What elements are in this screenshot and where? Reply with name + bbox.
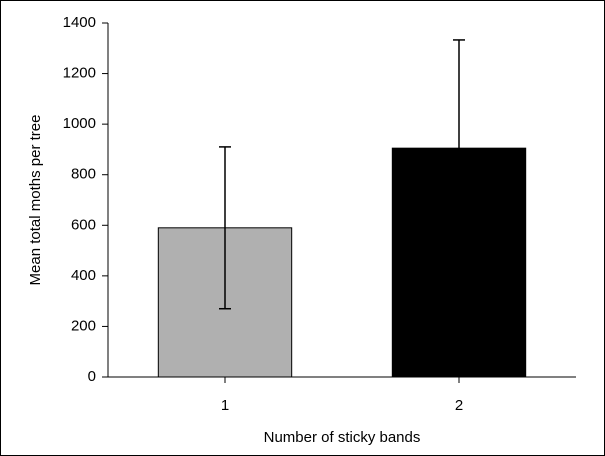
x-tick-label: 2 (455, 397, 463, 414)
x-axis-label: Number of sticky bands (264, 429, 421, 446)
y-tick-label: 800 (71, 166, 96, 183)
y-tick-label: 400 (71, 267, 96, 284)
error-bar (219, 146, 231, 310)
y-tick-label: 0 (88, 368, 96, 385)
y-tick-label: 1200 (63, 65, 96, 82)
error-bar (453, 39, 465, 258)
y-tick-label: 1000 (63, 115, 96, 132)
x-tick-label: 1 (221, 397, 229, 414)
y-tick-label: 200 (71, 317, 96, 334)
y-tick-label: 600 (71, 216, 96, 233)
y-tick-label: 1400 (63, 14, 96, 31)
y-axis-label: Mean total moths per tree (27, 115, 44, 286)
